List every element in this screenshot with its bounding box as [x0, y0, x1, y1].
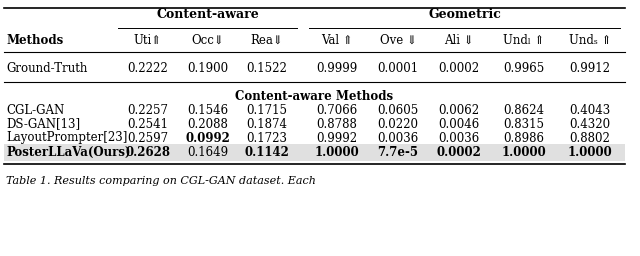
Text: DS-GAN[13]: DS-GAN[13]: [6, 118, 80, 131]
Text: 0.2088: 0.2088: [188, 118, 228, 131]
Text: 0.1142: 0.1142: [244, 145, 289, 158]
Text: 0.1715: 0.1715: [246, 103, 287, 116]
Text: 0.8315: 0.8315: [504, 118, 545, 131]
Text: 0.9992: 0.9992: [316, 132, 358, 144]
Text: 0.8802: 0.8802: [570, 132, 611, 144]
Text: LayoutPrompter[23]: LayoutPrompter[23]: [6, 132, 127, 144]
Text: Ali ⇓: Ali ⇓: [444, 34, 474, 47]
Text: 1.0000: 1.0000: [568, 145, 612, 158]
Text: Uti⇑: Uti⇑: [134, 34, 162, 47]
Text: 0.0002: 0.0002: [436, 145, 481, 158]
Text: 0.9912: 0.9912: [570, 61, 611, 74]
Text: 0.8624: 0.8624: [504, 103, 545, 116]
Text: 0.8788: 0.8788: [317, 118, 357, 131]
Text: Occ⇓: Occ⇓: [191, 34, 225, 47]
Text: Val ⇑: Val ⇑: [321, 34, 353, 47]
Text: 1.0000: 1.0000: [315, 145, 360, 158]
Text: 0.0605: 0.0605: [378, 103, 419, 116]
Text: Undₛ ⇑: Undₛ ⇑: [569, 34, 611, 47]
Text: 0.9965: 0.9965: [504, 61, 545, 74]
Text: 0.1649: 0.1649: [188, 145, 228, 158]
Text: 0.0036: 0.0036: [438, 132, 479, 144]
Text: 1.0000: 1.0000: [502, 145, 547, 158]
Text: 0.1546: 0.1546: [188, 103, 228, 116]
Text: Ground-Truth: Ground-Truth: [6, 61, 88, 74]
Text: Content-aware: Content-aware: [156, 8, 259, 21]
Text: 0.0220: 0.0220: [378, 118, 419, 131]
Text: 0.4320: 0.4320: [570, 118, 611, 131]
Text: 0.0992: 0.0992: [186, 132, 230, 144]
Text: 0.0062: 0.0062: [438, 103, 479, 116]
Text: 0.1900: 0.1900: [188, 61, 228, 74]
Text: 0.2628: 0.2628: [125, 145, 170, 158]
Text: 0.0001: 0.0001: [378, 61, 419, 74]
Text: Content-aware Methods: Content-aware Methods: [236, 90, 394, 102]
Text: 0.8986: 0.8986: [504, 132, 545, 144]
Text: Ove ⇓: Ove ⇓: [380, 34, 417, 47]
Text: PosterLLaVa(Ours): PosterLLaVa(Ours): [6, 145, 131, 158]
Text: 0.4043: 0.4043: [570, 103, 611, 116]
Text: 0.7066: 0.7066: [316, 103, 358, 116]
Text: Undₗ ⇑: Undₗ ⇑: [503, 34, 545, 47]
Text: CGL-GAN: CGL-GAN: [6, 103, 64, 116]
Text: Table 1. Results comparing on CGL-GAN dataset. Each: Table 1. Results comparing on CGL-GAN da…: [6, 176, 316, 186]
Text: 0.1522: 0.1522: [246, 61, 287, 74]
Text: Methods: Methods: [6, 34, 63, 47]
Bar: [4, 144, 625, 161]
Text: 0.2597: 0.2597: [127, 132, 168, 144]
Text: 0.0036: 0.0036: [378, 132, 419, 144]
Text: 0.0046: 0.0046: [438, 118, 479, 131]
Text: 0.2222: 0.2222: [127, 61, 168, 74]
Text: Geometric: Geometric: [428, 8, 501, 21]
Text: 0.0002: 0.0002: [438, 61, 479, 74]
Text: 0.1874: 0.1874: [246, 118, 287, 131]
Text: 7.7e-5: 7.7e-5: [378, 145, 419, 158]
Text: 0.1723: 0.1723: [246, 132, 287, 144]
Text: 0.2257: 0.2257: [127, 103, 168, 116]
Text: 0.9999: 0.9999: [316, 61, 358, 74]
Text: 0.2541: 0.2541: [127, 118, 168, 131]
Text: Rea⇓: Rea⇓: [251, 34, 284, 47]
